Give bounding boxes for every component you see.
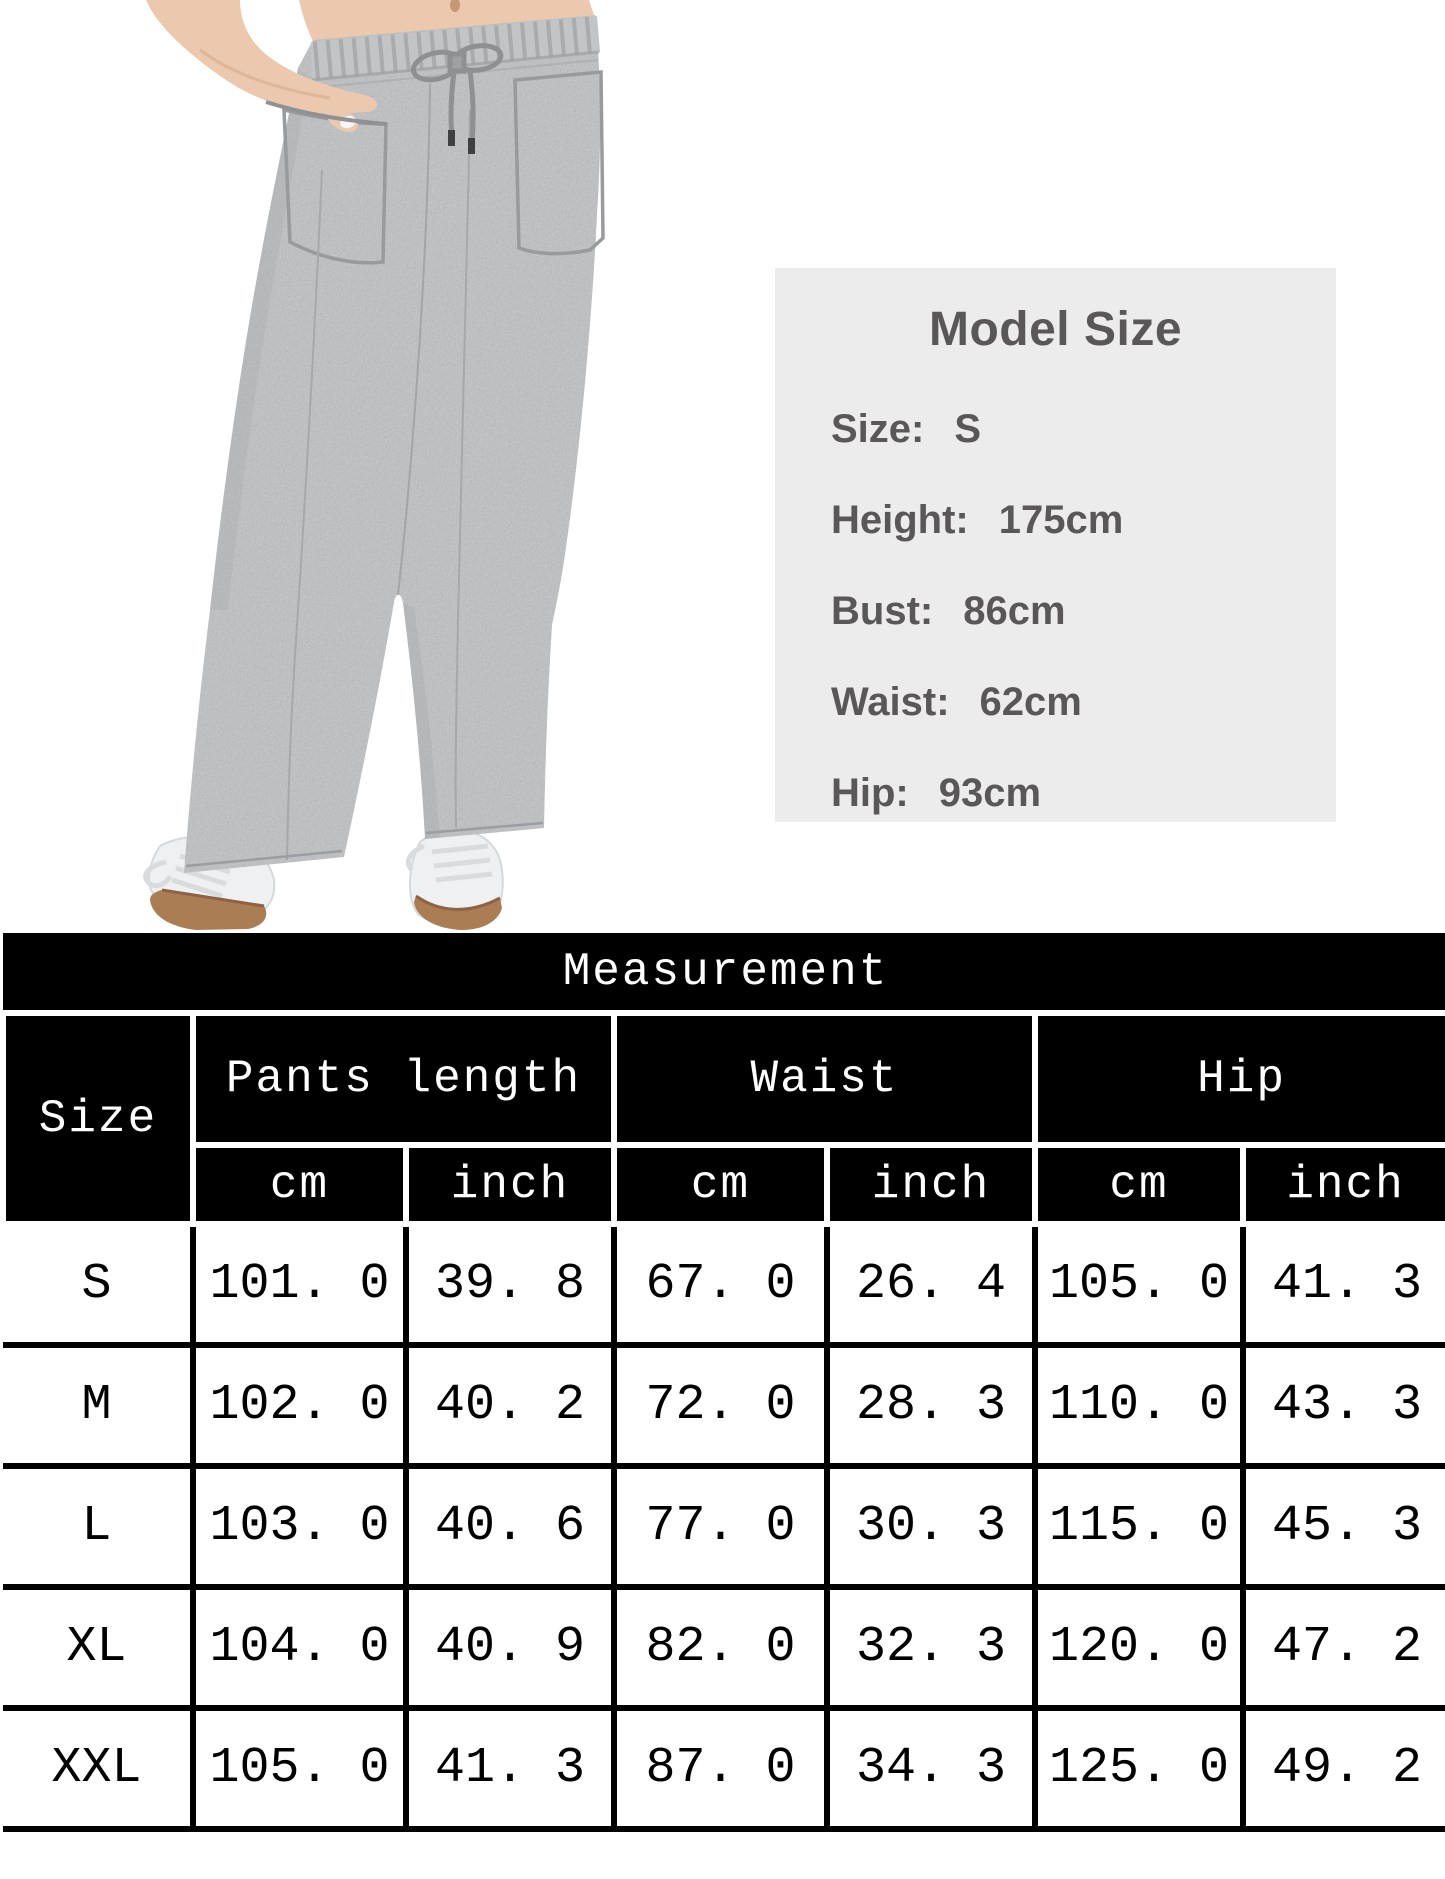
value-cell: 110. 0 (1032, 1342, 1246, 1469)
right-pocket-seam (513, 70, 605, 256)
right-sneaker (406, 822, 504, 930)
sweatpants (184, 15, 605, 873)
model-size-value: 93cm (938, 771, 1042, 815)
value-cell: 34. 3 (824, 1705, 1038, 1832)
table-row-m: M 102. 0 40. 2 72. 0 28. 3 110. 0 43. 3 (3, 1342, 1445, 1469)
value-cell: 77. 0 (611, 1463, 830, 1590)
value-cell: 45. 3 (1239, 1463, 1445, 1590)
measurement-table: Measurement Size Pants length Waist Hip … (0, 933, 1445, 1832)
model-size-value: 175cm (998, 498, 1124, 542)
value-cell: 67. 0 (611, 1221, 830, 1348)
value-cell: 87. 0 (611, 1705, 830, 1832)
value-cell: 40. 6 (403, 1463, 617, 1590)
value-cell: 103. 0 (190, 1463, 409, 1590)
value-cell: 104. 0 (190, 1584, 409, 1711)
table-row-s: S 101. 0 39. 8 67. 0 26. 4 105. 0 41. 3 (3, 1221, 1445, 1348)
col-header-pants-length: Pants length (190, 1010, 617, 1148)
model-size-panel: Model Size Size: S Height: 175cm Bust: 86cm… (775, 268, 1336, 822)
value-cell: 120. 0 (1032, 1584, 1246, 1711)
value-cell: 40. 2 (403, 1342, 617, 1469)
value-cell: 28. 3 (824, 1342, 1038, 1469)
model-size-row-bust: Bust: 86cm (831, 591, 1336, 631)
table-title: Measurement (3, 933, 1445, 1016)
unit-header-inch: inch (403, 1142, 617, 1227)
table-row-xxl: XXL 105. 0 41. 3 87. 0 34. 3 125. 0 49. … (3, 1705, 1445, 1832)
table-row-l: L 103. 0 40. 6 77. 0 30. 3 115. 0 45. 3 (3, 1463, 1445, 1590)
size-cell: XXL (3, 1705, 196, 1832)
value-cell: 125. 0 (1032, 1705, 1246, 1832)
value-cell: 47. 2 (1239, 1584, 1445, 1711)
col-header-hip: Hip (1031, 1010, 1445, 1148)
model-arm (146, 0, 387, 132)
value-cell: 72. 0 (611, 1342, 830, 1469)
value-cell: 43. 3 (1239, 1342, 1445, 1469)
value-cell: 30. 3 (824, 1463, 1038, 1590)
model-size-row-waist: Waist: 62cm (831, 682, 1336, 722)
model-size-label: Waist: (831, 680, 950, 724)
value-cell: 39. 8 (403, 1221, 617, 1348)
model-size-title: Model Size (928, 303, 1183, 356)
model-size-label: Size: (831, 407, 925, 451)
value-cell: 82. 0 (611, 1584, 830, 1711)
model-size-row-height: Height: 175cm (831, 500, 1336, 540)
value-cell: 40. 9 (403, 1584, 617, 1711)
model-size-row-size: Size: S (831, 409, 1336, 449)
model-size-label: Hip: (831, 771, 909, 815)
size-cell: L (3, 1463, 196, 1590)
size-cell: M (3, 1342, 196, 1469)
model-size-value: S (954, 407, 982, 451)
unit-header-inch: inch (1239, 1142, 1445, 1227)
value-cell: 102. 0 (190, 1342, 409, 1469)
unit-header-cm: cm (611, 1142, 830, 1227)
value-cell: 41. 3 (1239, 1221, 1445, 1348)
model-size-rows: Size: S Height: 175cm Bust: 86cm Waist: 62cm… (831, 409, 1336, 813)
model-size-value: 86cm (963, 589, 1066, 633)
model-size-label: Height: (831, 498, 969, 542)
unit-header-cm: cm (1032, 1142, 1246, 1227)
value-cell: 115. 0 (1032, 1463, 1246, 1590)
value-cell: 101. 0 (190, 1221, 409, 1348)
model-size-label: Bust: (831, 589, 934, 633)
model-photo-illustration (143, 0, 605, 930)
value-cell: 26. 4 (824, 1221, 1038, 1348)
value-cell: 105. 0 (1032, 1221, 1246, 1348)
size-cell: S (3, 1221, 196, 1348)
value-cell: 32. 3 (824, 1584, 1038, 1711)
col-header-size: Size (0, 1010, 196, 1227)
value-cell: 105. 0 (190, 1705, 409, 1832)
model-torso-skin (299, 0, 594, 41)
value-cell: 41. 3 (403, 1705, 617, 1832)
pocket-opening-line (265, 100, 387, 126)
col-header-waist: Waist (611, 1010, 1038, 1148)
model-size-value: 62cm (979, 680, 1082, 724)
drawstring-bow (410, 43, 504, 154)
value-cell: 49. 2 (1239, 1705, 1445, 1832)
unit-header-cm: cm (190, 1142, 409, 1227)
unit-header-inch: inch (824, 1142, 1038, 1227)
table-row-xl: XL 104. 0 40. 9 82. 0 32. 3 120. 0 47. 2 (3, 1584, 1445, 1711)
size-cell: XL (3, 1584, 196, 1711)
model-size-row-hip: Hip: 93cm (831, 773, 1336, 813)
